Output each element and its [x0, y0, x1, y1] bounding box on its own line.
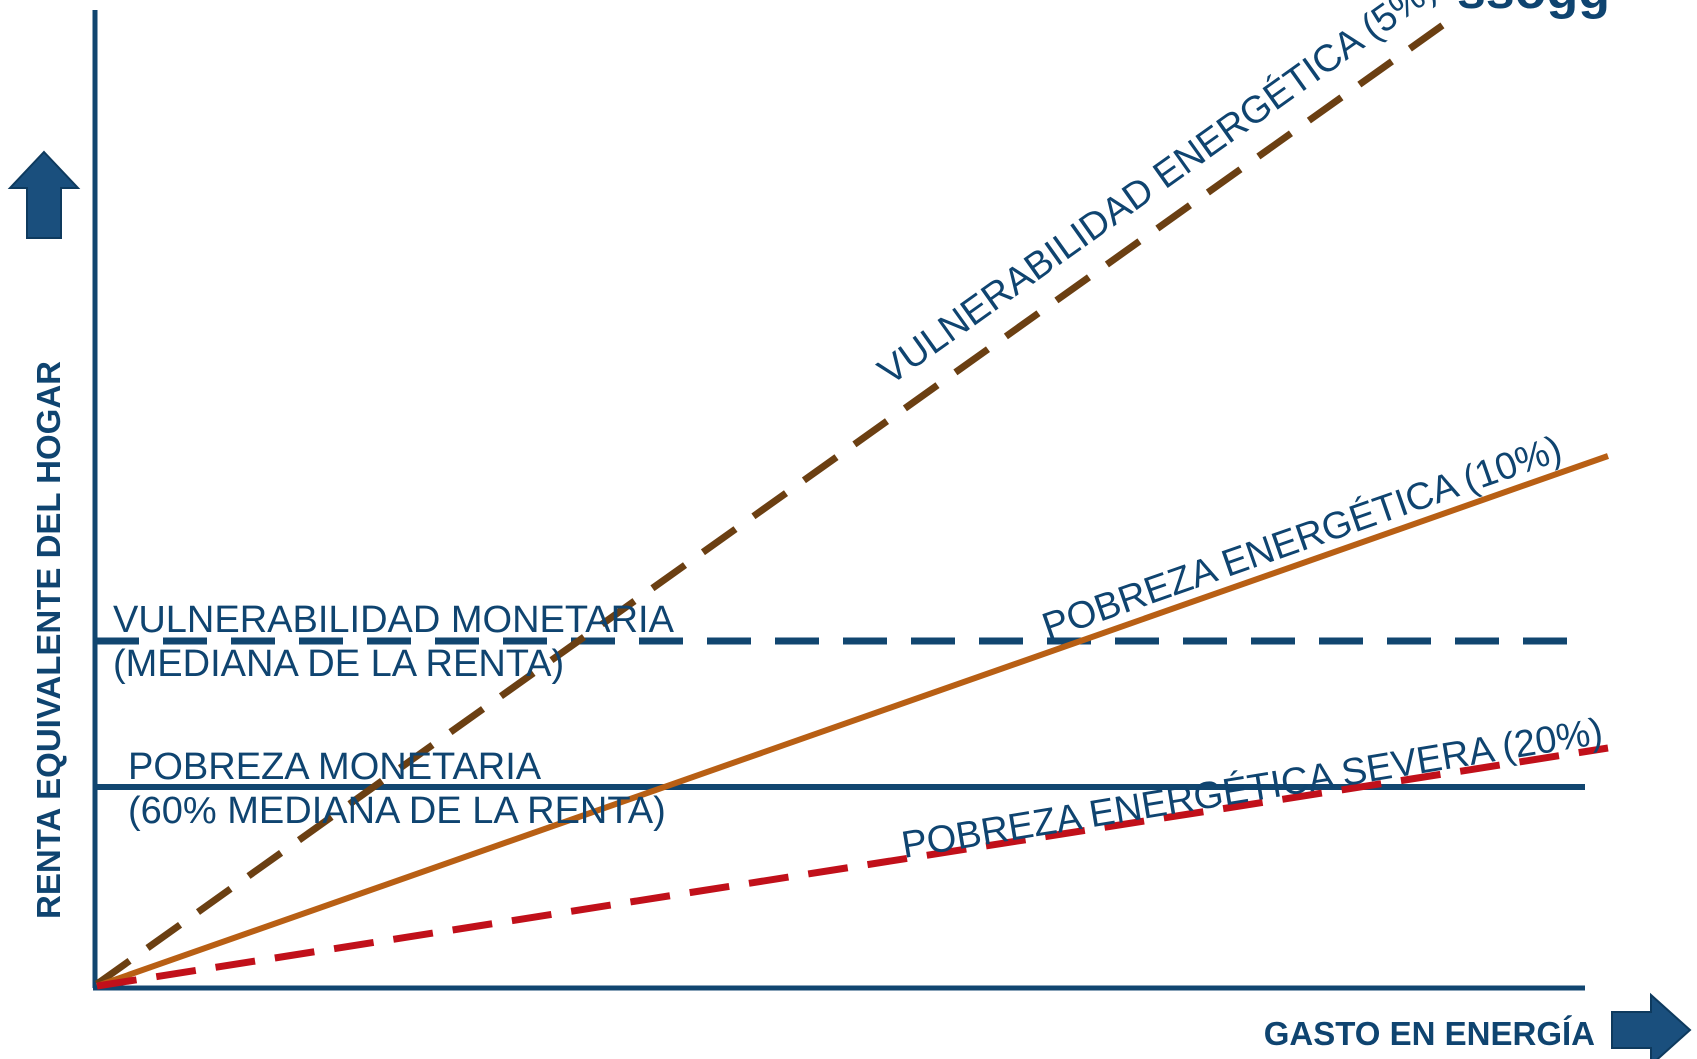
- x-axis-title: GASTO EN ENERGÍA: [1264, 1015, 1595, 1052]
- vulnerabilidad-energetica-label: VULNERABILIDAD ENERGÉTICA (5%): [870, 0, 1443, 393]
- pobreza-energetica-label: POBREZA ENERGÉTICA (10%): [1037, 427, 1567, 648]
- pobreza-energetica-severa-line: [96, 744, 1609, 990]
- vulnerabilidad-monetaria-label-2: (MEDIANA DE LA RENTA): [113, 643, 564, 685]
- pobreza-monetaria-label-1: POBREZA MONETARIA: [128, 746, 542, 788]
- pobreza-monetaria-label-2: (60% MEDIANA DE LA RENTA): [128, 790, 666, 832]
- y-axis-title: RENTA EQUIVALENTE DEL HOGAR: [30, 361, 67, 919]
- logo-text: ssogg: [1457, 0, 1610, 20]
- up-arrow-icon: [7, 150, 81, 239]
- pobreza-energetica-line: [96, 453, 1609, 989]
- vulnerabilidad-energetica-line: [94, 17, 1453, 987]
- right-arrow-icon: [1611, 992, 1692, 1059]
- vulnerabilidad-monetaria-label-1: VULNERABILIDAD MONETARIA: [113, 599, 675, 641]
